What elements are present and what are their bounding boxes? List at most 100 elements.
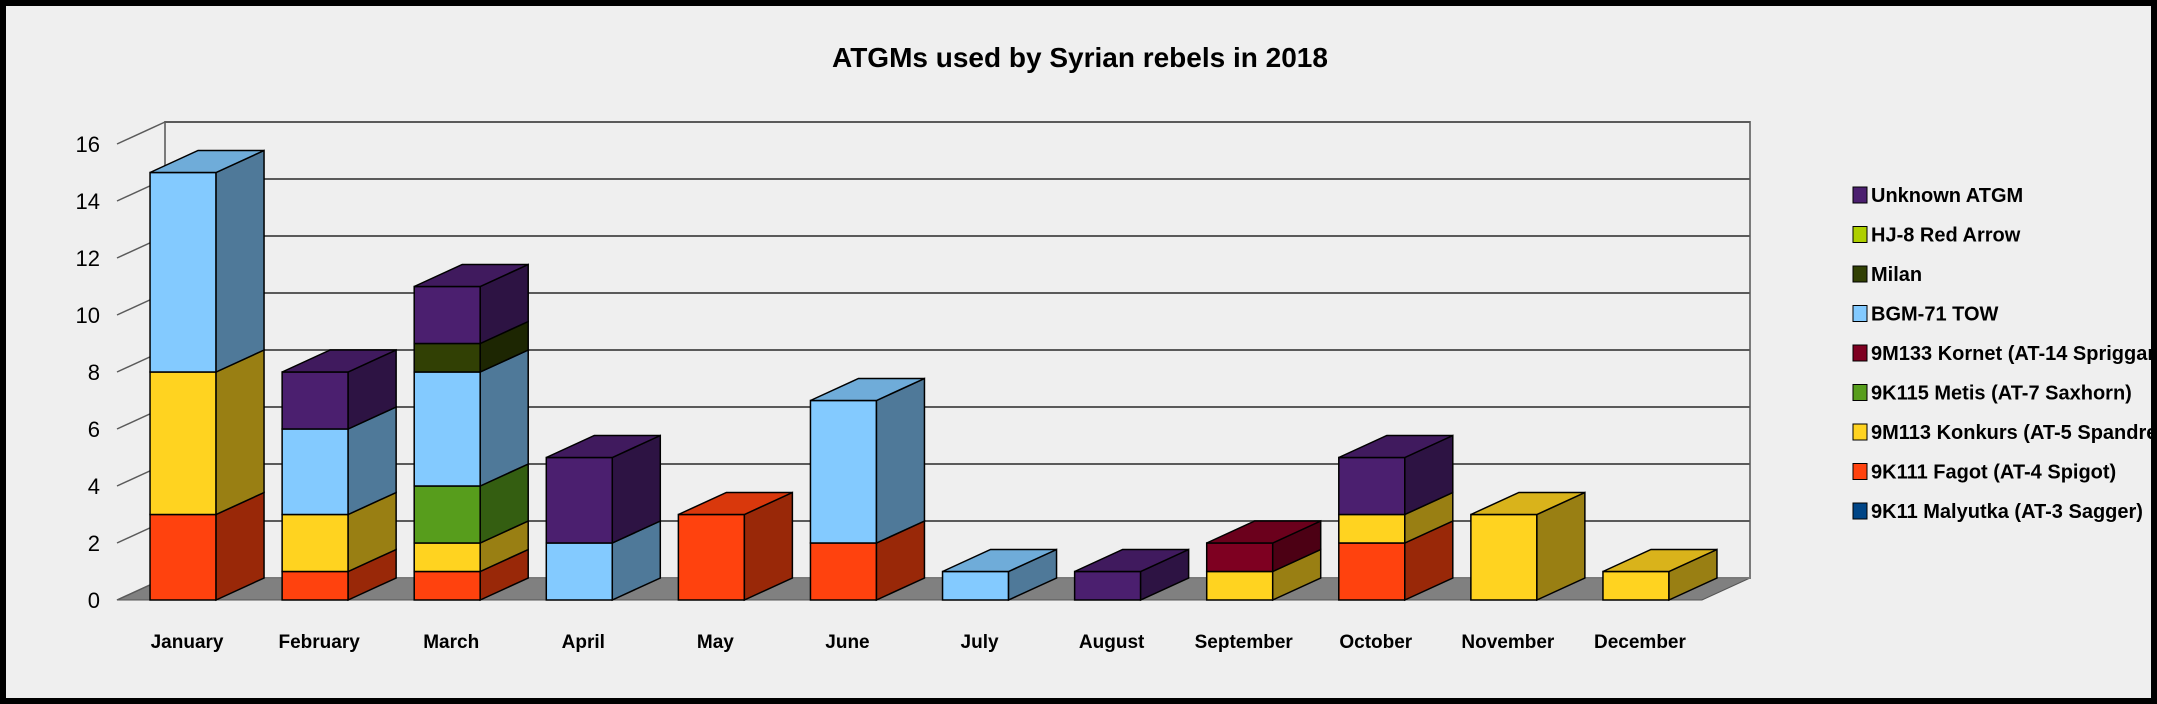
legend-swatch [1852, 423, 1868, 441]
bar-segment-5-0-side [215, 149, 265, 374]
bar-stack-october [1338, 434, 1454, 602]
bar-segment-5-5 [809, 399, 878, 544]
bar-segment-5-2 [413, 371, 481, 487]
y-tick-label: 16 [76, 132, 100, 157]
bar-segment-2-1 [281, 513, 349, 573]
bar-segment-5-0-top [149, 149, 265, 174]
bar-segment-8-3-top [545, 434, 661, 459]
x-tick-label: November [1461, 632, 1555, 653]
bar-segment-2-10 [1470, 513, 1538, 601]
bar-stack-september [1205, 519, 1322, 602]
legend-label: 9K111 Fagot (AT-4 Spigot) [1871, 462, 2116, 484]
bar-segment-8-7-top [1074, 548, 1189, 573]
legend-swatch [1852, 344, 1868, 362]
bar-segment-2-9 [1338, 513, 1406, 544]
bar-segment-1-5 [809, 542, 878, 601]
x-tick-label: July [961, 632, 999, 653]
legend: Unknown ATGM HJ-8 Red Arrow Milan BGM-71 TO… [1852, 185, 2157, 523]
bar-segment-8-1-top [281, 349, 397, 373]
bar-stack-february [281, 348, 397, 602]
legend-swatch [1852, 502, 1868, 520]
x-tick-label: January [151, 632, 224, 653]
bar-stack-december [1602, 548, 1718, 602]
x-tick-label: October [1339, 632, 1412, 653]
x-tick-label: February [278, 632, 360, 653]
y-tick-label: 10 [76, 303, 100, 328]
bar-segment-8-2 [413, 285, 481, 345]
bar-segment-1-9 [1338, 542, 1406, 601]
bar-segment-1-1 [281, 570, 349, 601]
y-tick-label: 6 [88, 417, 100, 442]
bar-segment-1-2 [413, 570, 481, 601]
bar-segment-8-7 [1073, 570, 1142, 601]
x-tick-label: December [1594, 632, 1686, 653]
bar-segment-5-6 [941, 570, 1010, 601]
legend-label: Unknown ATGM [1871, 185, 2023, 207]
bar-stack-march [413, 263, 529, 602]
bar-segment-3-2 [413, 485, 481, 544]
legend-label: 9K11 Malyutka (AT-3 Sagger) [1871, 501, 2143, 523]
bar-stack-july [941, 548, 1058, 602]
x-tick-label: May [697, 632, 734, 653]
bar-stack-january [149, 149, 265, 602]
y-tick-label: 8 [88, 360, 100, 385]
bar-segment-4-8-top [1206, 520, 1322, 544]
bar-stack-june [809, 377, 926, 602]
legend-label: 9M113 Konkurs (AT-5 Spandrel) [1871, 422, 2157, 444]
bar-segment-5-2-side [479, 348, 529, 488]
chart-title: ATGMs used by Syrian rebels in 2018 [832, 42, 1328, 73]
bar-segment-2-11-top [1602, 548, 1718, 573]
bar-segment-1-4-top [678, 491, 793, 516]
legend-swatch [1852, 265, 1868, 283]
x-tick-label: September [1195, 632, 1294, 653]
bar-stack-august [1073, 548, 1190, 602]
bar-segment-8-1 [281, 371, 349, 430]
bar-stack-november [1470, 491, 1586, 602]
bar-segment-5-0 [149, 171, 217, 373]
y-tick-label: 0 [88, 588, 100, 613]
bar-segment-8-9 [1338, 456, 1406, 516]
bar-segment-2-10-top [1470, 491, 1586, 516]
bar-segment-2-0-side [215, 348, 265, 516]
y-tick-label: 12 [76, 246, 100, 271]
x-tick-label: June [825, 632, 869, 653]
bar-segment-1-0 [149, 513, 217, 601]
bar-segment-5-5-side [875, 377, 926, 545]
legend-swatch [1852, 186, 1868, 204]
bar-segment-2-11 [1602, 570, 1670, 601]
bar-segment-4-8 [1205, 542, 1274, 573]
bar-segment-8-2-top [413, 263, 529, 288]
y-axis-ticks: 0 2 4 6 8 10 12 14 16 [76, 132, 100, 613]
y-tick-label: 2 [88, 531, 100, 556]
bar-stack-may [677, 491, 794, 602]
y-tick-label: 4 [88, 474, 100, 499]
legend-label: HJ-8 Red Arrow [1871, 225, 2021, 247]
x-axis-categories: January February March April May June July Augu… [151, 632, 1687, 653]
y-tick-label: 14 [76, 189, 100, 214]
bar-segment-6-2 [413, 342, 481, 373]
legend-label: 9M133 Kornet (AT-14 Spriggan) [1871, 343, 2157, 365]
bar-segment-5-5-top [810, 377, 925, 402]
bar-segment-5-6-top [942, 548, 1057, 573]
legend-swatch [1852, 226, 1868, 243]
legend-swatch [1852, 384, 1868, 401]
bar-segment-1-4 [677, 513, 746, 601]
x-tick-label: March [423, 632, 479, 653]
bar-segment-5-3 [545, 542, 614, 601]
x-tick-label: August [1079, 632, 1145, 653]
legend-label: 9K115 Metis (AT-7 Saxhorn) [1871, 383, 2132, 405]
bar-stack-april [545, 434, 662, 602]
bar-segment-8-9-top [1338, 434, 1454, 459]
bar-segment-2-2 [413, 542, 481, 573]
bar-segment-5-1 [281, 428, 349, 516]
legend-swatch [1852, 463, 1868, 480]
gridline-diagonal [116, 121, 166, 145]
x-tick-label: April [562, 632, 605, 653]
bar-segment-2-8 [1205, 570, 1274, 601]
legend-label: BGM-71 TOW [1871, 304, 1999, 326]
bar-stacks [149, 149, 1718, 602]
bar-segment-2-0 [149, 371, 217, 516]
legend-label: Milan [1871, 264, 1922, 286]
legend-swatch [1852, 305, 1868, 322]
